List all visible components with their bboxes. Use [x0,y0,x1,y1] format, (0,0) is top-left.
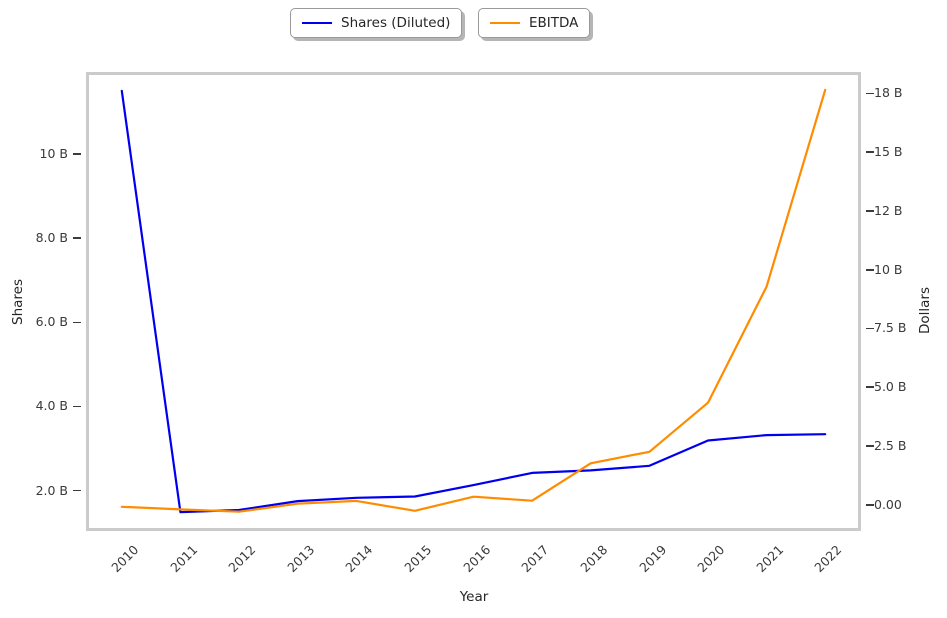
x-tick-label: 2021 [753,542,787,576]
plot-area [86,72,861,531]
right-axis-title: Dollars [917,286,933,334]
series-line-0 [120,89,827,514]
right-tick-mark [866,268,874,271]
right-tick-mark [866,92,874,95]
line-chart-canvas [120,88,827,514]
right-tick-mark [866,503,874,506]
legend-ebitda: EBITDA [478,8,591,38]
ebitda-line-swatch [490,22,520,24]
right-tick-label: 0.00 [874,496,902,512]
left-tick-label: 10 B [39,146,68,162]
right-tick-mark [866,445,874,447]
legend-shares: Shares (Diluted) [290,8,463,38]
x-tick-label: 2012 [225,542,259,576]
shares-line-swatch [302,22,332,24]
left-tick-mark [73,405,81,408]
left-tick-mark [73,489,81,492]
x-tick-label: 2020 [694,542,728,576]
x-tick-label: 2017 [518,542,552,576]
right-tick-label: 15 B [874,144,903,160]
x-tick-label: 2016 [460,542,494,576]
legend-ebitda-label: EBITDA [529,15,579,31]
x-axis-title: Year [459,589,489,605]
x-tick-label: 2013 [284,542,318,576]
right-tick-label: 18 B [874,85,903,101]
right-tick-label: 12 B [874,202,903,218]
x-tick-label: 2010 [108,542,142,576]
left-tick-label: 8.0 B [35,230,68,246]
right-tick-label: 2.5 B [874,437,907,453]
x-tick-label: 2014 [342,542,376,576]
left-tick-mark [73,237,81,240]
left-axis-title: Shares [10,279,26,325]
left-tick-label: 2.0 B [35,482,68,498]
left-tick-mark [73,321,81,324]
left-tick-label: 4.0 B [35,398,68,414]
right-tick-mark [866,386,874,389]
left-tick-mark [73,153,81,155]
x-tick-label: 2018 [577,542,611,576]
left-tick-label: 6.0 B [35,314,68,330]
right-tick-mark [866,327,874,330]
right-tick-label: 10 B [874,261,903,277]
right-tick-mark [866,151,874,154]
series-line-1 [120,88,827,513]
legend-shares-label: Shares (Diluted) [341,15,451,31]
x-tick-label: 2011 [166,542,200,576]
x-tick-label: 2015 [401,542,435,576]
x-tick-label: 2022 [811,542,845,576]
right-tick-label: 7.5 B [874,320,907,336]
right-tick-mark [866,210,874,212]
x-tick-label: 2019 [635,542,669,576]
right-tick-label: 5.0 B [874,379,907,395]
